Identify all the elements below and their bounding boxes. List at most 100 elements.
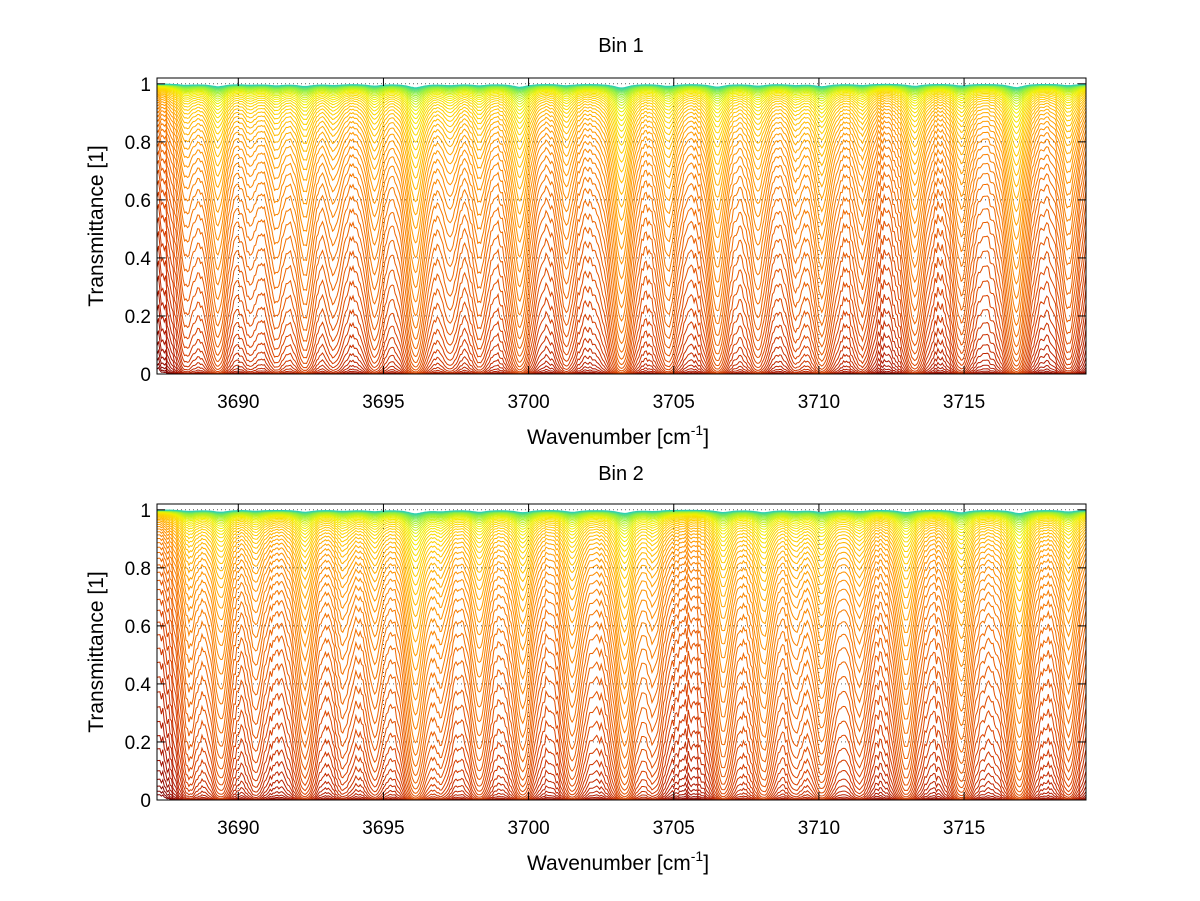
subplot-1-series-line [156, 92, 1087, 196]
subplot-2-x-tick-label: 3695 [362, 818, 404, 839]
subplot-2-axes-frame [156, 503, 1087, 801]
subplot-2-series-line [156, 541, 1087, 744]
subplot-1-series-line [156, 169, 1087, 373]
subplot-1-y-tick-label: 0.6 [125, 191, 151, 212]
subplot-2-y-tick-label: 0.8 [125, 559, 151, 580]
subplot-2-series-line [156, 516, 1087, 596]
subplot-1-series-line [156, 128, 1087, 353]
subplot-2-series-line [156, 528, 1087, 686]
subplot-2-y-tick-label: 0.6 [125, 617, 151, 638]
subplot-1-series-line [156, 87, 1087, 139]
subplot-2-x-axis-label-exponent: -1 [691, 848, 704, 864]
subplot-2-x-tick-label: 3700 [507, 818, 549, 839]
subplot-1-y-tick-label: 0.4 [125, 249, 152, 270]
subplot-1-series-line [156, 123, 1087, 345]
subplot-2-series-line [157, 511, 1087, 542]
subplot-2-series-line [156, 514, 1087, 570]
subplot-1-series-line [156, 149, 1087, 369]
subplot-1-series-line [156, 85, 1087, 117]
subplot-1-series-line [156, 99, 1087, 251]
subplot-1-y-tick-label: 0.8 [125, 133, 151, 154]
subplot-2-series-line [156, 609, 1087, 800]
subplot-1-x-ticks: 3690 3695 3700 3705 3710 3715 [217, 78, 985, 413]
subplot-2-series-line [157, 512, 1087, 551]
subplot-2-y-tick-label: 0 [140, 791, 151, 812]
subplot-1-series-line [156, 93, 1087, 208]
subplot-2-series-line [156, 588, 1087, 797]
subplot-2-series-line [156, 621, 1087, 801]
subplot-2-series-line [157, 513, 1087, 563]
subplot-2-series-line [157, 512, 1087, 557]
subplot-1-series-line [156, 85, 1087, 113]
subplot-2-series-line [156, 537, 1087, 730]
subplot-1-series-line [156, 118, 1087, 334]
subplot-1-series-line [156, 160, 1087, 372]
subplot-2-y-tick-label: 0.4 [125, 675, 152, 696]
subplot-1-series-line [156, 88, 1087, 154]
subplot-1-series-line [156, 106, 1087, 295]
subplot-2-series-line [156, 523, 1087, 657]
subplot-1-series-line [157, 83, 1086, 89]
subplot-1-series-line [156, 86, 1087, 127]
subplot-1-title: Bin 1 [598, 35, 644, 57]
subplot-1-x-tick-label: 3700 [507, 392, 549, 413]
subplot-2-x-tick-label: 3710 [798, 818, 840, 839]
subplot-1-y-tick-label: 0.2 [125, 307, 151, 328]
subplot-2-x-axis-label-main: Wavenumber [cm [527, 852, 691, 875]
subplot-2-series-line [156, 557, 1087, 777]
subplot-1-y-axis-label: Transmittance [1] [85, 145, 108, 306]
subplot-2-y-tick-label: 1 [140, 501, 151, 522]
subplot-1-series-line [156, 95, 1087, 222]
subplot-1-series-line [156, 87, 1087, 146]
subplot-1-series-line [156, 103, 1087, 280]
subplot-1-series-line [156, 90, 1087, 173]
subplot-2-series-line [156, 522, 1087, 643]
subplot-2-title: Bin 2 [598, 463, 644, 485]
subplot-2-series-line [157, 520, 1087, 630]
subplot-1-series-line [156, 91, 1087, 184]
subplot-2-x-tick-label: 3690 [217, 818, 259, 839]
subplot-2-y-tick-label: 0.2 [125, 733, 151, 754]
subplot-1-x-tick-label: 3710 [798, 392, 840, 413]
subplot-2-x-ticks: 3690 3695 3700 3705 3710 3715 [217, 504, 985, 839]
subplot-1-y-tick-label: 1 [140, 75, 151, 96]
subplot-1-series-line [156, 84, 1087, 104]
subplot-1-series-line [156, 114, 1087, 322]
subplot-2-series-line [156, 531, 1087, 701]
subplot-2-series-line [157, 511, 1087, 538]
subplot-2-series-line [157, 511, 1087, 534]
subplot-2-series-line [156, 546, 1087, 756]
subplot-2-series-line [156, 534, 1087, 716]
subplot-2-series-line [156, 598, 1087, 799]
subplot-2-series-line [156, 571, 1087, 790]
subplot-1-series-line [156, 135, 1087, 360]
subplot-2-series-line [157, 525, 1087, 671]
subplot-1-x-axis-label-main: Wavenumber [cm [527, 426, 691, 449]
subplot-2-x-axis-label-end: ] [703, 852, 709, 875]
subplot-2-series-line [156, 551, 1087, 767]
subplot-2-series-line [157, 512, 1087, 546]
subplot-1-series-line [156, 84, 1087, 110]
subplot-1-x-axis-label-exponent: -1 [691, 422, 704, 438]
subplot-1-y-tick-label: 0 [140, 365, 151, 386]
subplot-bin-2: Bin 2 3690 3695 3700 3705 3710 3715 0 0.2 0.4 0.… [85, 463, 1087, 875]
subplot-2-y-ticks: 0 0.2 0.4 0.6 0.8 1 [125, 501, 1086, 812]
subplot-2-series-line [156, 517, 1087, 606]
subplot-1-x-tick-label: 3690 [217, 392, 259, 413]
subplot-1-series-line [156, 97, 1087, 236]
subplot-1-series-line [156, 101, 1087, 265]
subplot-2-series-line [157, 515, 1087, 586]
subplot-2-x-axis-label: Wavenumber [cm-1] [527, 848, 709, 875]
subplot-1-x-axis-label-end: ] [703, 426, 709, 449]
subplot-1-series-line [156, 180, 1087, 374]
subplot-1-x-axis-label: Wavenumber [cm-1] [527, 422, 709, 449]
subplot-1-axes-frame [156, 77, 1087, 375]
subplot-2-x-tick-label: 3705 [653, 818, 695, 839]
subplot-2-series-line [157, 509, 1086, 515]
subplot-1-x-tick-label: 3715 [943, 392, 985, 413]
subplot-1-series-line [156, 84, 1087, 106]
subplot-2-series-line [156, 579, 1087, 794]
subplot-1-x-tick-label: 3705 [653, 392, 695, 413]
subplot-2-series-line [157, 519, 1087, 618]
